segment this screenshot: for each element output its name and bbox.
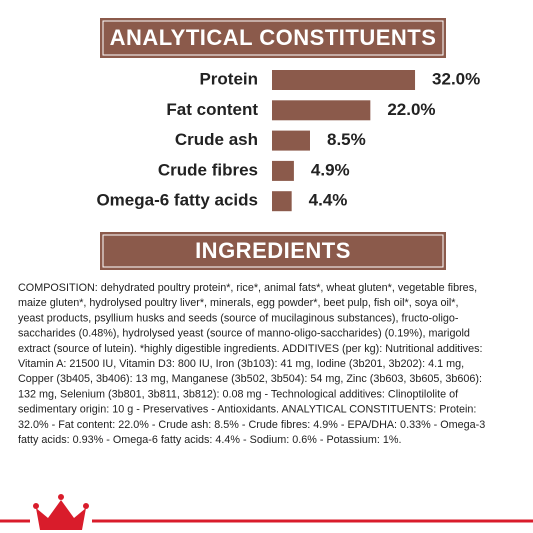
ingredients-line: fatty acids: 0.93% - Omega-6 fatty acids… — [18, 434, 401, 446]
value-label: 22.0% — [387, 100, 435, 119]
value-label: 32.0% — [432, 69, 480, 88]
ingredients-line: extract (source of lutein). *highly dige… — [18, 343, 482, 355]
ingredients-line: Vitamin A: 21500 IU, Vitamin D3: 800 IU,… — [18, 358, 464, 370]
ingredients-line: 132 mg, Selenium (3b801, 3b811, 3b812): … — [18, 388, 459, 400]
bar — [272, 160, 294, 181]
bar — [272, 130, 310, 151]
ingredients-title: INGREDIENTS — [195, 238, 351, 263]
value-label: 8.5% — [327, 130, 366, 149]
bar — [272, 100, 371, 121]
banner — [100, 18, 446, 58]
value-label: 4.4% — [309, 191, 348, 210]
bar — [272, 191, 292, 212]
ingredients-line: COMPOSITION: dehydrated poultry protein*… — [18, 282, 477, 294]
value-label: 4.9% — [311, 160, 350, 179]
ingredients-line: saccharides (0.48%), hydrolysed yeast (s… — [18, 328, 470, 340]
ingredients-line: 32.0% - Fat content: 22.0% - Crude ash: … — [18, 419, 485, 431]
row-label: Fat content — [166, 100, 258, 119]
banner-border — [102, 20, 444, 56]
bar — [272, 70, 416, 90]
ingredients-line: sedimentary origin: 10 g - Preservatives… — [18, 404, 476, 416]
ingredients-line: Copper (3b405, 3b406): 13 mg, Manganese … — [18, 373, 482, 385]
ingredients-line: maize gluten*, hydrolysed poultry liver*… — [18, 297, 459, 309]
banner — [100, 232, 446, 270]
footer-logo — [0, 494, 533, 530]
row-label: Omega-6 fatty acids — [96, 191, 258, 210]
chart-title: ANALYTICAL CONSTITUENTS — [110, 25, 437, 50]
banner-border — [102, 234, 444, 268]
row-label: Protein — [199, 69, 258, 88]
row-label: Crude ash — [175, 130, 258, 149]
ingredients-line: yeast products, psyllium husks and seeds… — [18, 312, 459, 324]
row-label: Crude fibres — [158, 160, 258, 179]
